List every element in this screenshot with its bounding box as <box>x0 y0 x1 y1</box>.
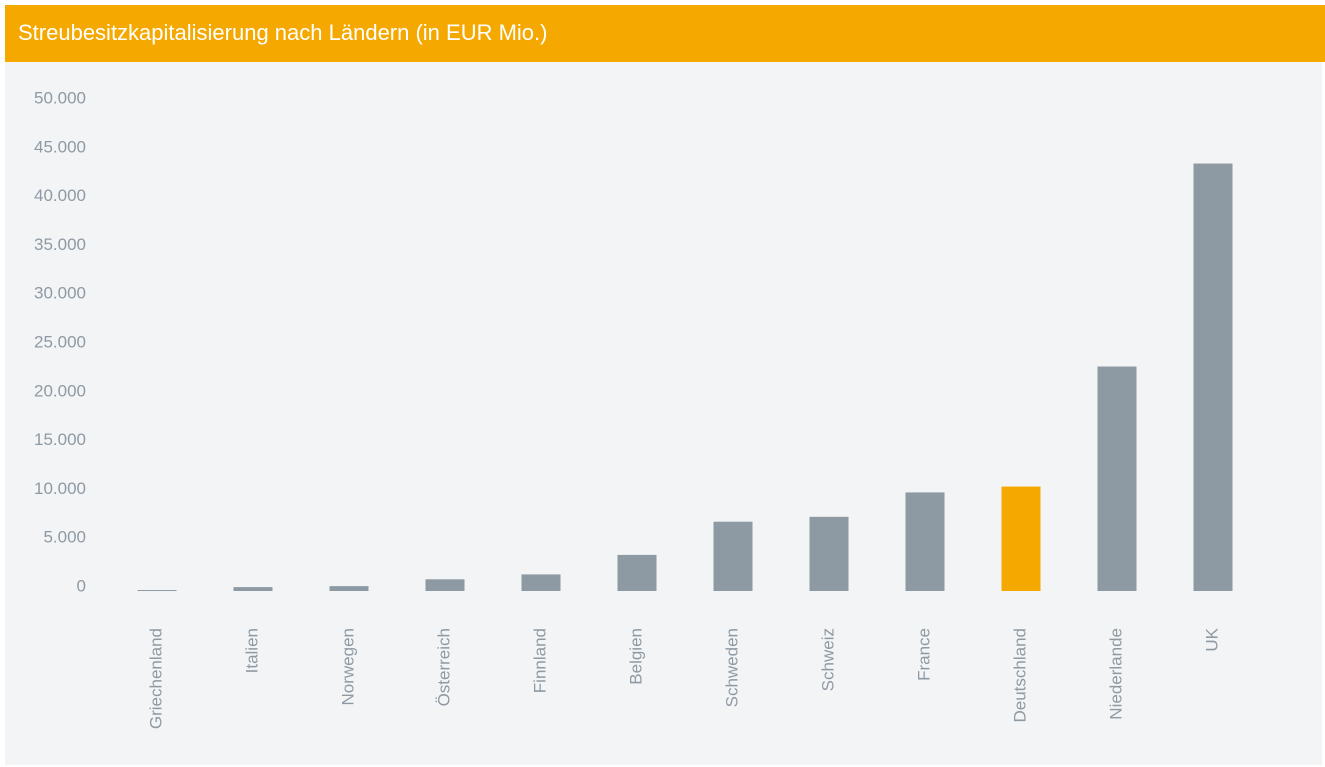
x-tick-label: UK <box>1202 627 1221 651</box>
bar <box>1193 163 1233 591</box>
y-tick-label: 25.000 <box>34 332 86 351</box>
x-tick-label: Italien <box>242 628 261 673</box>
y-tick-label: 10.000 <box>34 479 86 498</box>
y-tick-label: 30.000 <box>34 284 86 303</box>
x-tick-label: Schweiz <box>818 628 837 691</box>
bar <box>425 579 465 591</box>
y-tick-label: 50.000 <box>34 88 86 107</box>
bar <box>1097 366 1137 591</box>
bar <box>905 492 945 591</box>
bar <box>233 587 273 591</box>
x-tick-label: France <box>914 628 933 681</box>
x-tick-label: Norwegen <box>338 628 357 706</box>
y-tick-label: 5.000 <box>43 528 86 547</box>
y-tick-label: 35.000 <box>34 235 86 254</box>
y-tick-label: 45.000 <box>34 137 86 156</box>
y-tick-label: 20.000 <box>34 381 86 400</box>
x-tick-label: Niederlande <box>1106 628 1125 720</box>
bar <box>713 521 753 591</box>
bar <box>617 554 657 591</box>
bar <box>329 586 369 591</box>
bar <box>521 574 561 591</box>
x-tick-label: Schweden <box>722 628 741 707</box>
x-tick-label: Österreich <box>434 628 453 706</box>
x-tick-label: Deutschland <box>1010 628 1029 723</box>
x-tick-label: Belgien <box>626 628 645 685</box>
bar <box>1001 486 1041 591</box>
y-tick-label: 40.000 <box>34 186 86 205</box>
x-tick-label: Griechenland <box>146 628 165 729</box>
header-bar <box>5 5 1325 62</box>
y-tick-label: 15.000 <box>34 430 86 449</box>
y-tick-label: 0 <box>77 576 86 595</box>
x-tick-label: Finnland <box>530 628 549 693</box>
bar <box>137 590 177 592</box>
bar <box>809 516 849 591</box>
chart-title: Streubesitzkapitalisierung nach Ländern … <box>18 20 547 45</box>
